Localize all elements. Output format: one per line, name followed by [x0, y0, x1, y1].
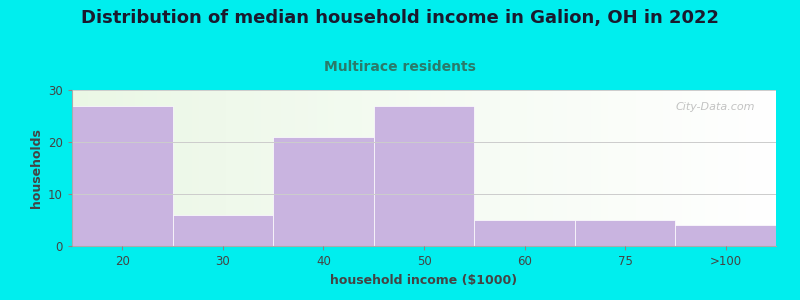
Text: City-Data.com: City-Data.com	[675, 103, 755, 112]
Bar	[173, 215, 273, 246]
Text: Multirace residents: Multirace residents	[324, 60, 476, 74]
Bar	[474, 220, 575, 246]
X-axis label: household income ($1000): household income ($1000)	[330, 274, 518, 286]
Bar	[72, 106, 173, 246]
Text: Distribution of median household income in Galion, OH in 2022: Distribution of median household income …	[81, 9, 719, 27]
Bar	[273, 137, 374, 246]
Bar	[675, 225, 776, 246]
Bar	[374, 106, 474, 246]
Bar	[575, 220, 675, 246]
Y-axis label: households: households	[30, 128, 42, 208]
